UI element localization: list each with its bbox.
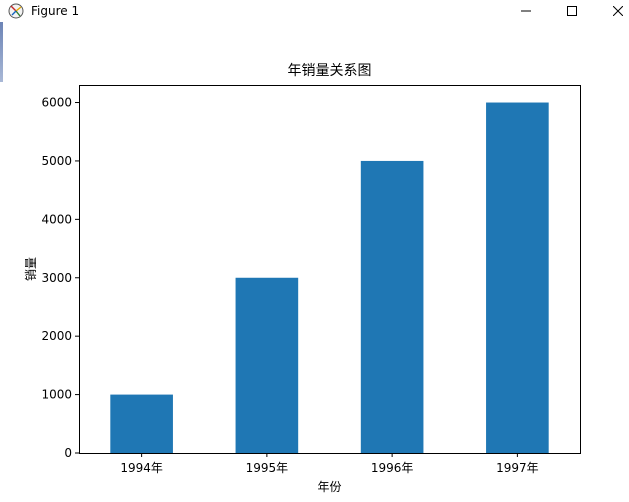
y-tick-label: 2000: [41, 329, 72, 343]
minimize-icon: [521, 6, 531, 16]
matplotlib-figure-icon: [8, 3, 24, 19]
y-axis-label: 销量: [24, 257, 38, 281]
x-tick-label: 1994年: [120, 461, 163, 475]
x-tick-label: 1995年: [246, 461, 289, 475]
x-axis-label: 年份: [317, 480, 341, 494]
y-tick-label: 4000: [41, 212, 72, 226]
window-title: Figure 1: [31, 4, 80, 18]
minimize-button[interactable]: [503, 0, 549, 22]
y-axis: 0 1000 2000 3000 4000 5000 6000: [41, 96, 79, 460]
title-bar[interactable]: Figure 1: [0, 0, 629, 22]
bar-2: [235, 277, 299, 453]
window-edge: [0, 22, 3, 82]
x-tick-label: 1996年: [371, 461, 414, 475]
maximize-button[interactable]: [549, 0, 595, 22]
bars-group: [110, 102, 549, 454]
maximize-icon: [567, 6, 577, 16]
bar-1: [110, 394, 173, 453]
y-tick-label: 3000: [41, 271, 72, 285]
bar-4: [486, 102, 549, 454]
y-tick-label: 5000: [41, 154, 72, 168]
x-tick-label: 1997年: [496, 461, 539, 475]
y-tick-label: 0: [64, 446, 72, 460]
close-icon: [613, 6, 623, 16]
bar-3: [360, 160, 424, 453]
x-axis: 1994年 1995年 1996年 1997年: [120, 453, 539, 475]
plot-frame: [79, 85, 581, 454]
chart-title: 年销量关系图: [288, 63, 372, 79]
y-tick-label: 1000: [41, 388, 72, 402]
y-tick-label: 6000: [41, 96, 72, 110]
close-button[interactable]: [595, 0, 629, 22]
